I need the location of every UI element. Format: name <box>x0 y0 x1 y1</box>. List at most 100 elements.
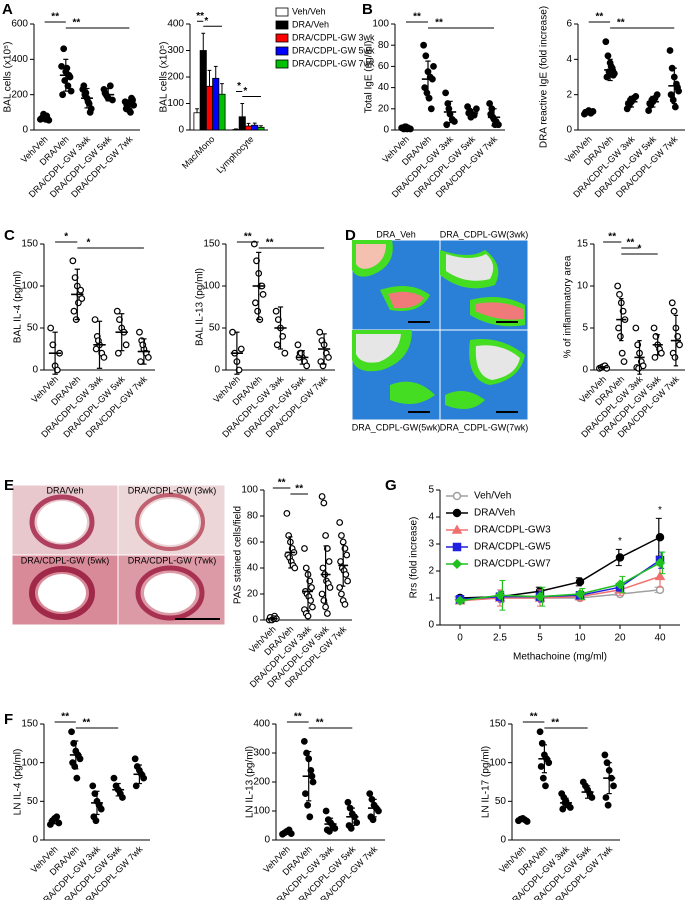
data-point <box>614 282 622 290</box>
data-point <box>100 354 108 361</box>
bar <box>212 77 220 131</box>
histology-d <box>351 239 529 421</box>
data-point <box>97 805 105 813</box>
legend-label: Veh/Veh <box>292 6 326 16</box>
data-point <box>237 345 245 353</box>
marker <box>534 591 546 602</box>
data-point <box>668 299 676 307</box>
data-point <box>63 64 71 72</box>
legend-swatch <box>275 46 289 56</box>
data-point <box>337 558 344 565</box>
data-point <box>666 47 674 54</box>
data-point <box>302 790 309 797</box>
significance-label: ** <box>61 712 69 723</box>
data-point <box>254 307 262 315</box>
data-point <box>82 89 90 97</box>
data-point <box>443 121 451 129</box>
y-tick-label: 100 <box>372 19 389 30</box>
data-point <box>336 519 344 526</box>
data-point <box>442 89 450 97</box>
data-point <box>144 354 152 361</box>
data-point <box>306 813 314 821</box>
legend-marker <box>452 542 462 552</box>
data-point <box>323 610 331 617</box>
data-point <box>318 590 326 598</box>
data-point <box>545 759 553 767</box>
y-tick-label: 0 <box>32 365 38 376</box>
y-axis-label: BAL cells (x10⁵) <box>3 41 14 112</box>
image-label: DRA/CDPL-GW (3wk) <box>128 485 217 495</box>
image-label: DRA_CDPL-GW(3wk) <box>440 229 529 239</box>
marker <box>574 588 586 600</box>
y-tick-label: 0 <box>252 615 258 626</box>
significance-label: * <box>86 238 90 249</box>
data-point <box>320 499 328 507</box>
data-point <box>601 751 609 759</box>
data-point <box>250 240 258 248</box>
data-point <box>445 105 453 113</box>
y-tick-label: 20 <box>247 589 259 600</box>
y-tick-label: 5 <box>582 323 588 334</box>
data-point <box>59 91 67 99</box>
y-tick-label: 300 <box>253 748 270 759</box>
data-point <box>671 354 679 361</box>
x-tick-label: 0 <box>457 633 463 644</box>
data-point <box>304 612 312 620</box>
data-point <box>77 286 85 294</box>
significance-label: ** <box>196 11 204 22</box>
x-tick-label: 40 <box>654 633 666 644</box>
data-point <box>259 291 267 298</box>
y-tick-label: 0 <box>32 835 38 846</box>
bar <box>199 50 207 131</box>
x-tick-label: 2.5 <box>493 633 507 644</box>
significance-label: ** <box>596 12 604 23</box>
y-tick-label: 200 <box>167 72 184 83</box>
data-point <box>84 98 92 106</box>
data-point <box>86 108 94 116</box>
legend-marker <box>452 491 462 501</box>
data-point <box>537 763 545 770</box>
data-point <box>616 333 624 340</box>
data-point <box>307 597 315 604</box>
data-point <box>669 96 677 104</box>
data-point <box>347 825 355 832</box>
significance-label: * <box>237 81 241 92</box>
legend-label: DRA/CDPL-GW 5wk <box>292 45 375 55</box>
y-tick-label: 150 <box>21 719 38 730</box>
y-tick-label: 50 <box>495 796 507 807</box>
y-tick-label: 150 <box>489 719 506 730</box>
data-point <box>319 564 327 572</box>
data-point <box>60 45 68 53</box>
data-point <box>53 813 61 821</box>
y-tick-label: 400 <box>11 54 28 65</box>
bar <box>205 85 214 131</box>
x-axis-label: Methachoine (mg/ml) <box>513 652 607 663</box>
y-tick-label: 20 <box>378 103 390 114</box>
y-tick-label: 100 <box>21 757 38 768</box>
bar <box>257 126 265 131</box>
data-point <box>618 349 626 357</box>
data-point <box>344 577 352 585</box>
data-point <box>322 807 330 815</box>
significance-label: ** <box>278 478 286 489</box>
data-point <box>339 538 347 546</box>
significance-label: * <box>658 505 662 516</box>
data-point <box>588 794 596 801</box>
y-tick-label: 150 <box>203 239 220 250</box>
y-tick-label: 100 <box>203 281 220 292</box>
y-tick-label: 100 <box>167 98 184 109</box>
significance-label: ** <box>294 712 302 723</box>
data-point <box>650 324 658 332</box>
data-point <box>653 91 661 99</box>
y-tick-label: 60 <box>378 61 390 72</box>
y-tick-label: 100 <box>21 281 38 292</box>
panel-letter: E <box>4 477 14 494</box>
data-point <box>303 362 311 370</box>
legend-label: DRA/CDPL-GW7 <box>474 559 551 570</box>
data-point <box>336 584 344 591</box>
image-label: DRA/CDPL-GW (7wk) <box>128 555 217 565</box>
data-point <box>272 307 280 315</box>
marker <box>454 595 466 606</box>
y-tick-label: 100 <box>489 757 506 768</box>
data-point <box>70 307 78 315</box>
